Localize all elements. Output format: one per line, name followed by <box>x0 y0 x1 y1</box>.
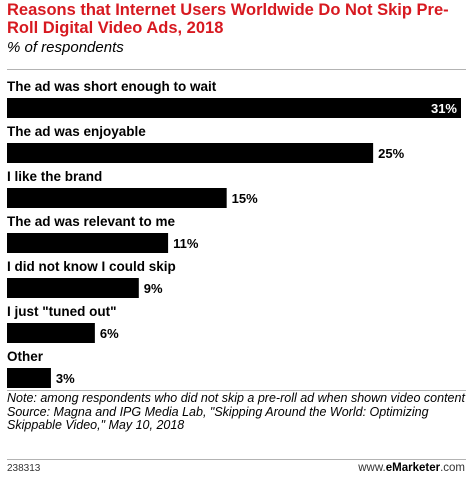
bar <box>7 188 227 208</box>
bar <box>7 278 139 298</box>
chart-id: 238313 <box>7 463 41 474</box>
value-label: 25% <box>378 146 404 161</box>
bar <box>7 233 169 253</box>
category-label: The ad was relevant to me <box>7 214 176 229</box>
brand-logo: www.eMarketer.com <box>358 462 465 475</box>
bar <box>7 143 374 163</box>
bar-chart: The ad was short enough to wait 31% The ad… <box>7 79 461 388</box>
chart-source: Source: Magna and IPG Media Lab, "Skippi… <box>7 404 429 432</box>
brand-prefix: www. <box>358 462 386 474</box>
category-label: I did not know I could skip <box>7 259 176 274</box>
bar <box>7 368 51 388</box>
value-label: 9% <box>144 281 163 296</box>
notes-divider <box>7 390 466 391</box>
category-label: I just "tuned out" <box>7 304 117 319</box>
brand-name: eMarketer <box>385 462 441 474</box>
brand-suffix: .com <box>440 462 465 474</box>
value-label: 11% <box>173 236 199 251</box>
top-divider <box>7 69 466 70</box>
category-label: Other <box>7 349 44 364</box>
category-label: The ad was enjoyable <box>7 124 146 139</box>
category-label: The ad was short enough to wait <box>7 79 217 94</box>
bar <box>7 98 461 118</box>
notes-block: Note: among respondents who did not skip… <box>7 391 466 433</box>
value-label: 31% <box>431 101 457 116</box>
value-label: 3% <box>56 371 75 386</box>
value-label: 6% <box>100 326 119 341</box>
chart-note: Note: among respondents who did not skip… <box>7 391 465 405</box>
category-label: I like the brand <box>7 169 102 184</box>
chart-title: Reasons that Internet Users Worldwide Do… <box>7 1 449 37</box>
footer-divider <box>7 459 466 460</box>
chart-subtitle: % of respondents <box>7 39 124 56</box>
value-label: 15% <box>232 191 258 206</box>
bar <box>7 323 95 343</box>
